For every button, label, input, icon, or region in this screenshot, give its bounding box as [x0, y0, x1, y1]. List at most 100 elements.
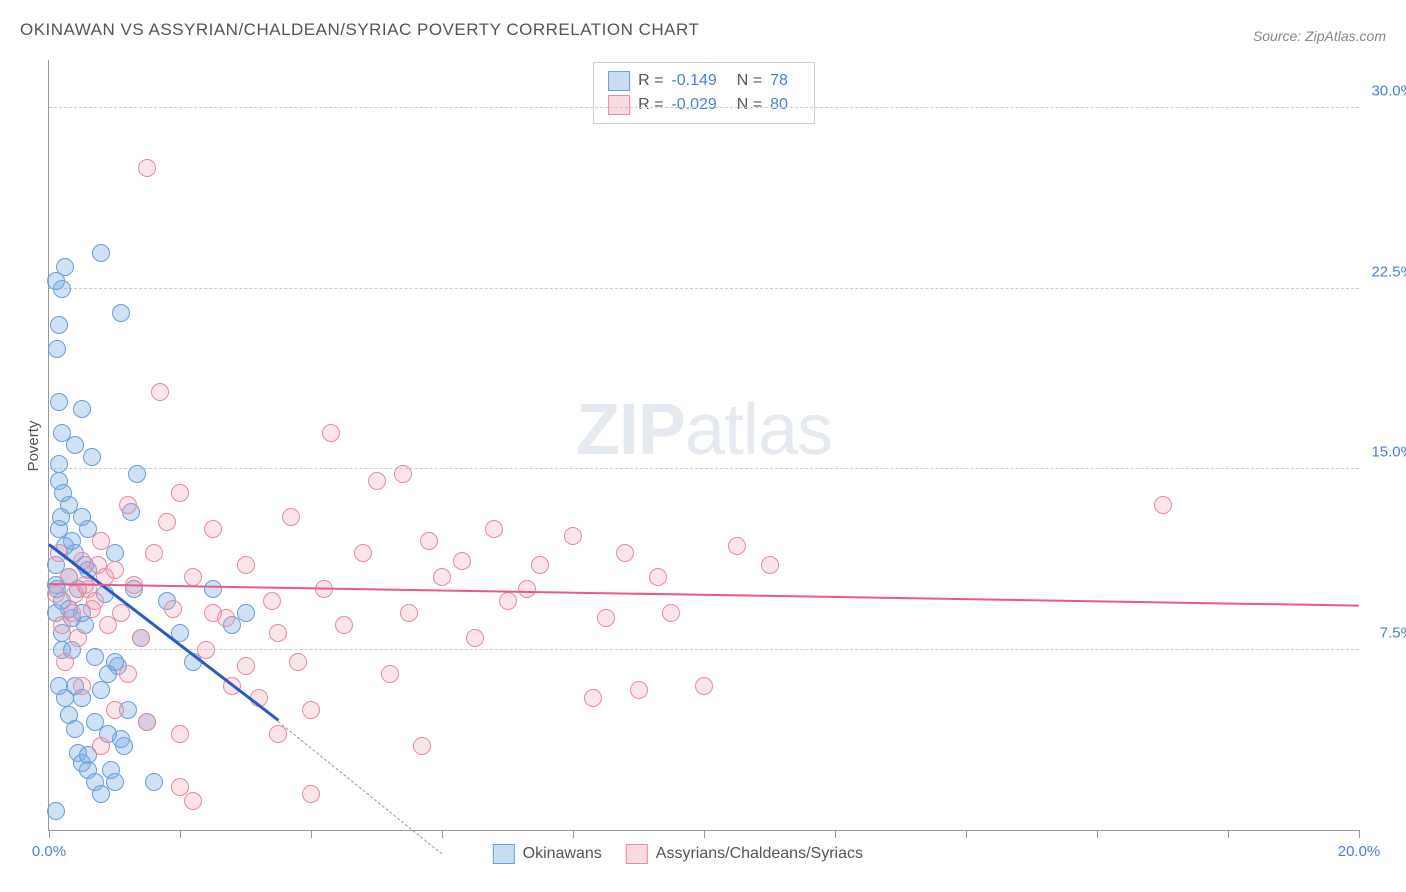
data-point	[695, 677, 713, 695]
data-point	[132, 629, 150, 647]
data-point	[302, 701, 320, 719]
xtick	[1097, 830, 1098, 838]
data-point	[145, 544, 163, 562]
ytick-label: 15.0%	[1371, 444, 1406, 461]
data-point	[92, 244, 110, 262]
swatch-icon	[608, 71, 630, 91]
ytick-label: 30.0%	[1371, 83, 1406, 100]
xtick	[835, 830, 836, 838]
data-point	[518, 580, 536, 598]
trend-line	[49, 583, 1359, 607]
data-point	[106, 701, 124, 719]
data-point	[453, 552, 471, 570]
data-point	[381, 665, 399, 683]
data-point	[466, 629, 484, 647]
data-point	[761, 556, 779, 574]
data-point	[92, 737, 110, 755]
data-point	[47, 272, 65, 290]
data-point	[52, 508, 70, 526]
grid-line	[49, 468, 1359, 469]
data-point	[354, 544, 372, 562]
data-point	[119, 665, 137, 683]
data-point	[204, 604, 222, 622]
data-point	[171, 725, 189, 743]
data-point	[322, 424, 340, 442]
ytick-label: 22.5%	[1371, 263, 1406, 280]
data-point	[1154, 496, 1172, 514]
xtick	[573, 830, 574, 838]
chart-title: OKINAWAN VS ASSYRIAN/CHALDEAN/SYRIAC POV…	[20, 20, 699, 40]
legend-row: R = -0.029 N = 80	[608, 93, 800, 117]
data-point	[171, 778, 189, 796]
data-point	[204, 580, 222, 598]
data-point	[47, 802, 65, 820]
data-point	[335, 616, 353, 634]
data-point	[73, 677, 91, 695]
data-point	[400, 604, 418, 622]
series-legend: Okinawans Assyrians/Chaldeans/Syriacs	[493, 844, 863, 864]
ytick-label: 7.5%	[1380, 624, 1406, 641]
xtick	[1228, 830, 1229, 838]
data-point	[112, 304, 130, 322]
data-point	[83, 600, 101, 618]
legend-item: Assyrians/Chaldeans/Syriacs	[626, 844, 863, 864]
data-point	[649, 568, 667, 586]
data-point	[204, 520, 222, 538]
swatch-icon	[626, 844, 648, 864]
data-point	[368, 472, 386, 490]
watermark: ZIPatlas	[576, 389, 832, 471]
legend-row: R = -0.149 N = 78	[608, 69, 800, 93]
xtick	[442, 830, 443, 838]
data-point	[184, 568, 202, 586]
data-point	[394, 465, 412, 483]
xtick-label: 20.0%	[1338, 843, 1381, 860]
data-point	[50, 316, 68, 334]
xtick-label: 0.0%	[32, 843, 66, 860]
data-point	[69, 629, 87, 647]
data-point	[63, 604, 81, 622]
swatch-icon	[608, 95, 630, 115]
plot-area: ZIPatlas R = -0.149 N = 78 R = -0.029 N …	[48, 60, 1359, 831]
data-point	[151, 383, 169, 401]
data-point	[597, 609, 615, 627]
data-point	[564, 527, 582, 545]
data-point	[197, 641, 215, 659]
data-point	[66, 436, 84, 454]
data-point	[50, 393, 68, 411]
data-point	[92, 532, 110, 550]
data-point	[630, 681, 648, 699]
data-point	[92, 681, 110, 699]
data-point	[433, 568, 451, 586]
data-point	[112, 730, 130, 748]
data-point	[56, 689, 74, 707]
xtick	[311, 830, 312, 838]
correlation-legend: R = -0.149 N = 78 R = -0.029 N = 80	[593, 62, 815, 124]
data-point	[86, 773, 104, 791]
chart-container: OKINAWAN VS ASSYRIAN/CHALDEAN/SYRIAC POV…	[0, 0, 1406, 892]
xtick	[180, 830, 181, 838]
data-point	[531, 556, 549, 574]
xtick	[49, 830, 50, 838]
xtick	[1359, 830, 1360, 838]
y-axis-label: Poverty	[25, 421, 42, 472]
data-point	[83, 448, 101, 466]
data-point	[145, 773, 163, 791]
data-point	[282, 508, 300, 526]
data-point	[263, 592, 281, 610]
data-point	[184, 792, 202, 810]
data-point	[50, 455, 68, 473]
data-point	[413, 737, 431, 755]
xtick	[704, 830, 705, 838]
data-point	[47, 585, 65, 603]
legend-item: Okinawans	[493, 844, 602, 864]
grid-line	[49, 649, 1359, 650]
data-point	[86, 713, 104, 731]
data-point	[73, 400, 91, 418]
data-point	[584, 689, 602, 707]
swatch-icon	[493, 844, 515, 864]
data-point	[171, 484, 189, 502]
data-point	[138, 159, 156, 177]
source-label: Source: ZipAtlas.com	[1253, 28, 1386, 44]
data-point	[158, 513, 176, 531]
data-point	[138, 713, 156, 731]
